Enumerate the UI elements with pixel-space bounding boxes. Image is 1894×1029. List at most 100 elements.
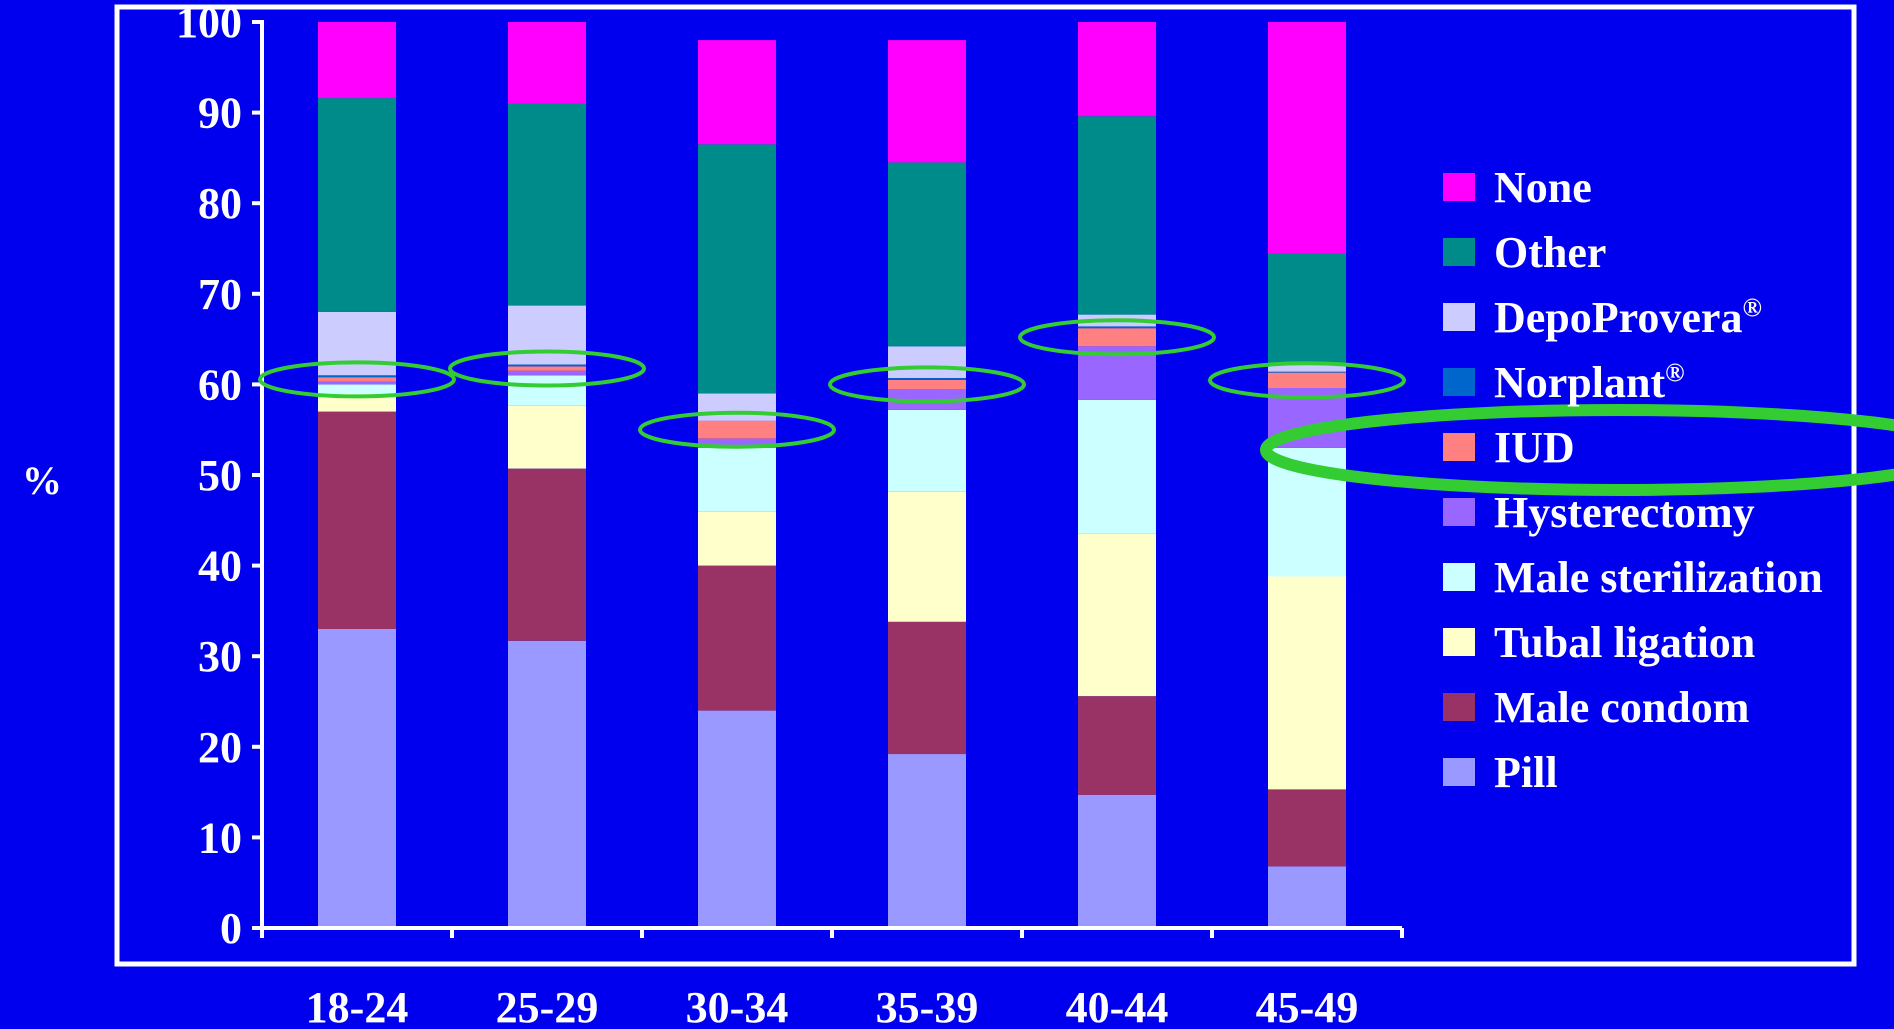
legend-label-norplant: Norplant® <box>1494 358 1685 407</box>
y-axis-label: % <box>22 458 62 503</box>
bar-segment-hysterectomy-30-34 <box>698 438 776 448</box>
bar-segment-none-25-29 <box>508 22 586 104</box>
bar-segment-norplant-18-24 <box>318 375 396 378</box>
axes: 0 10 20 30 40 50 60 70 80 90 100 18-24 25-29 30-34 35-… <box>176 0 1404 1029</box>
highlight-ellipse-iud-18-24 <box>258 360 456 399</box>
bar-segment-male-condom-45-49 <box>1268 789 1346 867</box>
bar-segment-tubal-ligation-45-49 <box>1268 576 1346 790</box>
bar-segment-tubal-ligation-35-39 <box>888 491 966 622</box>
legend-label-iud: IUD <box>1494 423 1575 472</box>
highlights-layer <box>258 318 1894 496</box>
bar-segment-iud-18-24 <box>318 377 396 382</box>
bar-segment-other-40-44 <box>1078 116 1156 315</box>
highlight-ellipse-iud-35-39 <box>828 365 1026 404</box>
bar-segment-other-35-39 <box>888 162 966 347</box>
legend-swatch-male-sterilization <box>1443 563 1475 591</box>
bar-segment-iud-25-29 <box>508 366 586 371</box>
legend: None Other DepoProvera® Norplant® IUD Hystere… <box>1443 163 1823 797</box>
y-tick-label: 40 <box>198 542 242 591</box>
legend-label-male-condom: Male condom <box>1494 683 1749 732</box>
bar-segment-other-25-29 <box>508 103 586 306</box>
y-tick-label: 90 <box>198 89 242 138</box>
y-tick-label: 50 <box>198 451 242 500</box>
bar-segment-male-sterilization-30-34 <box>698 447 776 512</box>
bar-segment-male-sterilization-40-44 <box>1078 399 1156 534</box>
y-tick-label: 100 <box>176 0 242 47</box>
legend-registered-mark: ® <box>1665 358 1684 387</box>
bar-segment-depoprovera-35-39 <box>888 346 966 378</box>
bar-segment-male-sterilization-35-39 <box>888 409 966 492</box>
bar-segment-none-35-39 <box>888 40 966 163</box>
highlight-ellipse-legend-iud <box>1260 404 1894 496</box>
bar-segment-other-30-34 <box>698 144 776 394</box>
y-tick-label: 0 <box>220 904 242 953</box>
x-tick-label: 18-24 <box>306 983 409 1029</box>
bar-segment-hysterectomy-18-24 <box>318 381 396 385</box>
bar-segment-none-30-34 <box>698 40 776 145</box>
bar-segment-male-sterilization-25-29 <box>508 375 586 406</box>
bar-segment-tubal-ligation-25-29 <box>508 405 586 469</box>
highlight-ellipse-iud-30-34 <box>638 410 836 449</box>
legend-swatch-norplant <box>1443 368 1475 396</box>
y-tick-label: 80 <box>198 179 242 228</box>
bar-segment-hysterectomy-35-39 <box>888 388 966 410</box>
bar-segment-male-condom-18-24 <box>318 411 396 629</box>
legend-registered-mark: ® <box>1742 293 1761 322</box>
y-tick-label: 70 <box>198 270 242 319</box>
bar-segment-pill-30-34 <box>698 710 776 928</box>
bar-segment-pill-35-39 <box>888 754 966 928</box>
bar-segment-male-condom-30-34 <box>698 565 776 711</box>
bar-segment-depoprovera-45-49 <box>1268 364 1346 372</box>
legend-label-none: None <box>1494 163 1592 212</box>
bar-segment-male-sterilization-18-24 <box>318 384 396 394</box>
legend-swatch-depoprovera <box>1443 303 1475 331</box>
bar-segment-depoprovera-25-29 <box>508 305 586 365</box>
x-tick-label: 40-44 <box>1066 983 1169 1029</box>
bar-segment-pill-45-49 <box>1268 866 1346 928</box>
highlight-ellipse-iud-40-44 <box>1018 318 1216 357</box>
bar-segment-hysterectomy-25-29 <box>508 370 586 376</box>
bar-segment-iud-40-44 <box>1078 328 1156 347</box>
bar-segment-norplant-45-49 <box>1268 371 1346 373</box>
bar-segment-tubal-ligation-40-44 <box>1078 533 1156 697</box>
bar-segment-pill-40-44 <box>1078 794 1156 928</box>
bar-segment-pill-18-24 <box>318 629 396 928</box>
bar-segment-norplant-40-44 <box>1078 326 1156 329</box>
bar-segment-tubal-ligation-30-34 <box>698 511 776 566</box>
legend-label-tubal-ligation: Tubal ligation <box>1494 618 1755 667</box>
highlight-ellipse-iud-25-29 <box>448 349 646 388</box>
bars-layer <box>318 22 1346 928</box>
bar-segment-other-18-24 <box>318 98 396 312</box>
bar-segment-iud-45-49 <box>1268 372 1346 388</box>
highlight-ellipse-iud-45-49 <box>1208 361 1406 400</box>
x-tick-label: 35-39 <box>876 983 979 1029</box>
bar-segment-depoprovera-30-34 <box>698 393 776 421</box>
bar-segment-male-condom-35-39 <box>888 621 966 755</box>
legend-label-depoprovera: DepoProvera® <box>1494 293 1762 342</box>
legend-swatch-hysterectomy <box>1443 498 1475 526</box>
bar-segment-norplant-25-29 <box>508 364 586 367</box>
bar-segment-male-condom-40-44 <box>1078 696 1156 795</box>
y-tick-label: 20 <box>198 723 242 772</box>
bar-segment-iud-35-39 <box>888 379 966 389</box>
bar-segment-none-18-24 <box>318 22 396 99</box>
legend-label-male-sterilization: Male sterilization <box>1494 553 1823 602</box>
legend-swatch-iud <box>1443 433 1475 461</box>
bar-segment-other-45-49 <box>1268 253 1346 365</box>
legend-swatch-pill <box>1443 758 1475 786</box>
x-tick-label: 25-29 <box>496 983 599 1029</box>
legend-label-pill: Pill <box>1494 748 1558 797</box>
bar-segment-male-condom-25-29 <box>508 468 586 641</box>
y-tick-label: 10 <box>198 813 242 862</box>
bar-segment-iud-30-34 <box>698 420 776 439</box>
y-tick-label: 60 <box>198 360 242 409</box>
legend-swatch-tubal-ligation <box>1443 628 1475 656</box>
y-tick-label: 30 <box>198 632 242 681</box>
legend-swatch-other <box>1443 238 1475 266</box>
bar-segment-depoprovera-18-24 <box>318 311 396 376</box>
legend-label-hysterectomy: Hysterectomy <box>1494 488 1755 537</box>
legend-label-other: Other <box>1494 228 1606 277</box>
bar-segment-norplant-35-39 <box>888 378 966 380</box>
bar-segment-pill-25-29 <box>508 640 586 928</box>
